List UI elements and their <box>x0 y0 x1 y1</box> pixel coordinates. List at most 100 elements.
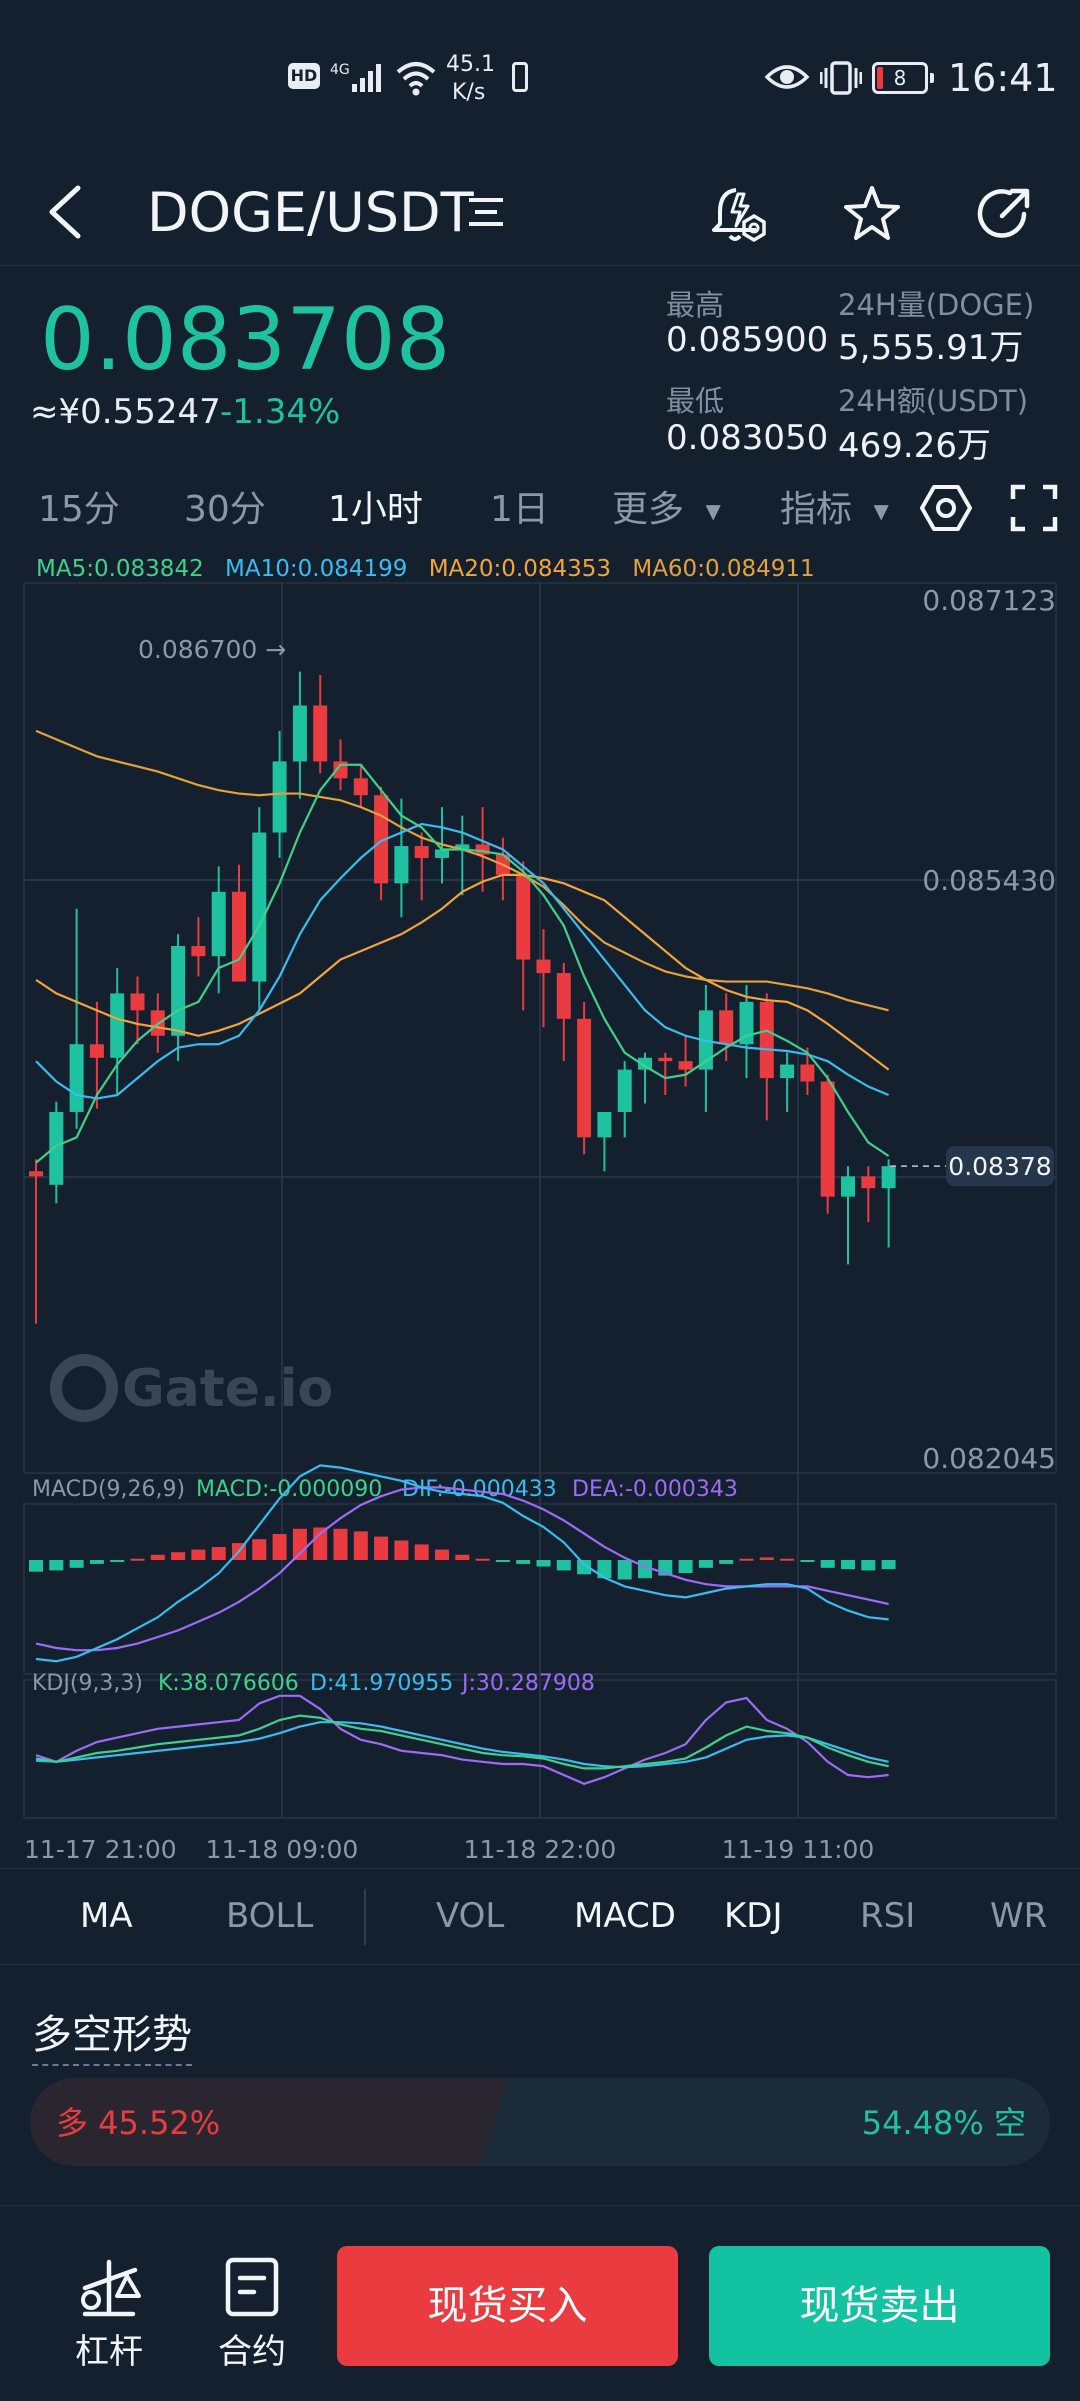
price-axis-label: 0.087123 <box>922 584 1056 617</box>
battery-level: 8 <box>893 66 907 90</box>
price-axis-label: 0.082045 <box>922 1442 1056 1475</box>
k-line <box>35 1714 889 1770</box>
battery-icon: 8 <box>872 62 934 94</box>
candle-body <box>719 1010 734 1045</box>
macd-histogram-bar <box>353 1531 368 1560</box>
macd-histogram-bar <box>841 1560 855 1570</box>
gateio-watermark: Gate.io <box>50 1354 333 1422</box>
tab-macd[interactable]: MACD <box>574 1896 676 1936</box>
amount-label: 24H额(USDT) <box>838 384 1029 418</box>
macd-legend: MACD(9,26,9) MACD:-0.000090 DIF:-0.00043… <box>32 1477 738 1502</box>
tab-divider <box>364 1889 366 1945</box>
tab-vol[interactable]: VOL <box>436 1896 505 1936</box>
tab-ma[interactable]: MA <box>80 1896 133 1936</box>
ma10-legend: MA10:0.084199 <box>225 556 408 582</box>
ma-legend: MA5:0.083842 MA10:0.084199 MA20:0.084353… <box>36 556 829 582</box>
pair-title[interactable]: DOGE/USDT <box>147 181 474 244</box>
low-label: 最低 <box>666 384 725 418</box>
volume-value: 5,555.91万 <box>838 328 1024 368</box>
long-ratio-label: 多 45.52% <box>56 2104 220 2142</box>
fullscreen-icon[interactable] <box>1010 484 1058 536</box>
macd-histogram-bar <box>698 1560 713 1568</box>
tab-1d[interactable]: 1日 <box>490 489 549 530</box>
candle-body <box>678 1061 693 1070</box>
d-value: D:41.970955 <box>310 1671 453 1696</box>
k-value: K:38.076606 <box>158 1671 299 1696</box>
spot-sell-button[interactable]: 现货卖出 <box>709 2246 1050 2366</box>
candle-body <box>516 874 531 960</box>
caret-down-icon: ▼ <box>873 499 889 523</box>
candle-body <box>638 1057 652 1070</box>
candle-body <box>414 846 429 858</box>
macd-histogram-bar <box>820 1560 835 1568</box>
tab-15m[interactable]: 15分 <box>38 489 120 530</box>
candle-body <box>536 959 551 974</box>
kdj-params: KDJ(9,3,3) <box>32 1671 143 1696</box>
tab-1h[interactable]: 1小时 <box>328 489 423 530</box>
candle-body <box>29 1171 43 1177</box>
candle-body <box>617 1069 632 1112</box>
kdj-legend: KDJ(9,3,3) K:38.076606 D:41.970955 J:30.… <box>32 1671 595 1696</box>
amount-value: 469.26万 <box>838 426 991 466</box>
current-price-tag[interactable]: 0.08378 <box>946 1146 1054 1187</box>
candle-body <box>394 846 409 884</box>
leverage-icon <box>81 2259 141 2317</box>
candle-body <box>353 778 368 796</box>
net-speed-value: 45.1 <box>446 52 495 77</box>
tab-30m[interactable]: 30分 <box>184 489 266 530</box>
candle-body <box>292 705 307 762</box>
macd-histogram-bar <box>191 1549 206 1560</box>
candle-body <box>475 844 490 855</box>
macd-histogram-bar <box>617 1560 632 1580</box>
macd-histogram-bar <box>292 1528 307 1560</box>
high-value: 0.085900 <box>666 320 829 360</box>
macd-histogram-bar <box>719 1560 734 1564</box>
macd-params: MACD(9,26,9) <box>32 1477 185 1502</box>
tab-wr[interactable]: WR <box>990 1896 1048 1936</box>
low-value: 0.083050 <box>666 418 829 458</box>
tab-more[interactable]: 更多 ▼ <box>612 480 721 532</box>
long-short-title[interactable]: 多空形势 <box>32 2002 192 2066</box>
pair-menu-icon[interactable] <box>466 192 506 236</box>
contract-label: 合约 <box>218 2332 286 2372</box>
candle-body <box>658 1057 673 1062</box>
contract-button[interactable]: 合约 <box>192 2256 312 2386</box>
tab-boll[interactable]: BOLL <box>226 1896 314 1936</box>
max-price-marker: 0.086700 → <box>138 635 286 664</box>
candle-body <box>759 1001 774 1079</box>
chart-settings-icon[interactable] <box>920 482 972 538</box>
cny-price: ≈¥0.55247 <box>30 392 221 432</box>
net-speed-unit: K/s <box>452 80 486 105</box>
tab-indicators[interactable]: 指标 ▼ <box>780 480 889 532</box>
back-arrow-icon <box>49 185 81 239</box>
leverage-button[interactable]: 杠杆 <box>55 2256 175 2386</box>
candle-body <box>455 844 470 850</box>
macd-histogram-bar <box>495 1560 510 1562</box>
signal-icon: 4G <box>330 60 388 100</box>
share-icon[interactable] <box>972 182 1036 250</box>
candle-body <box>800 1064 815 1082</box>
j-line <box>35 1694 889 1785</box>
dea-line <box>35 1486 889 1652</box>
macd-histogram-bar <box>211 1547 226 1560</box>
candle-body <box>556 973 571 1019</box>
candle-body <box>841 1176 855 1197</box>
macd-histogram-bar <box>272 1534 287 1560</box>
spot-buy-button[interactable]: 现货买入 <box>337 2246 678 2366</box>
kline-chart[interactable]: Gate.io 0.087123 0.085430 0.082045 0.086… <box>0 580 1080 1868</box>
back-button[interactable] <box>30 160 100 265</box>
candle-body <box>232 891 246 982</box>
long-ratio-segment <box>30 2078 509 2166</box>
macd-histogram-bar <box>435 1549 449 1560</box>
long-short-ratio-bar: 多 45.52% 54.48% 空 <box>30 2078 1050 2166</box>
tab-kdj[interactable]: KDJ <box>724 1896 783 1936</box>
tab-indicators-label: 指标 <box>780 489 853 530</box>
leverage-label: 杠杆 <box>75 2332 143 2372</box>
tab-rsi[interactable]: RSI <box>860 1896 916 1936</box>
macd-histogram-bar <box>516 1560 531 1564</box>
favorite-star-icon[interactable] <box>840 182 904 250</box>
wifi-icon <box>394 58 438 100</box>
price-alert-icon[interactable] <box>708 182 772 250</box>
candle-body <box>89 1044 104 1058</box>
macd-histogram-bar <box>577 1560 592 1575</box>
